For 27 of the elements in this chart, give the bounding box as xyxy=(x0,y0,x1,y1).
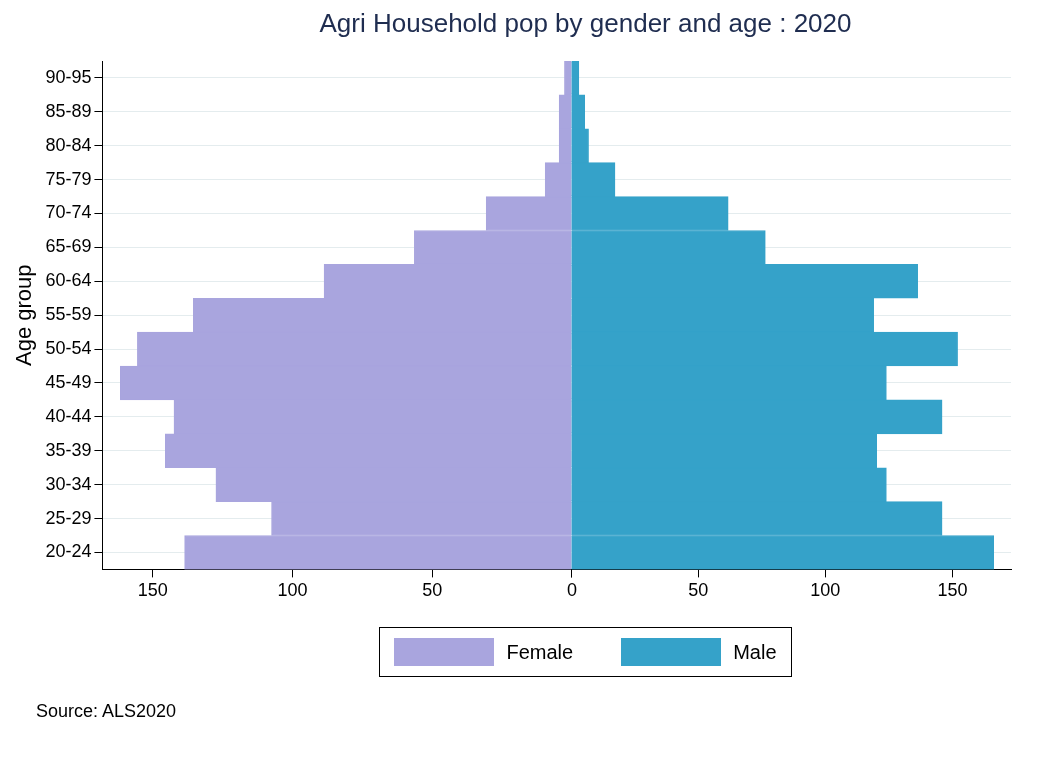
x-tick-label: 100 xyxy=(277,580,308,601)
y-tick-label: 45-49 xyxy=(45,371,92,392)
chart-title: Agri Household pop by gender and age : 2020 xyxy=(318,8,853,39)
y-tick-label: 90-95 xyxy=(45,66,92,87)
y-tick-label: 70-74 xyxy=(45,202,92,223)
legend-label: Male xyxy=(733,640,777,664)
x-tick-label: 100 xyxy=(810,580,841,601)
y-tick-label: 50-54 xyxy=(45,338,92,359)
legend-label: Female xyxy=(506,640,574,664)
y-tick-label: 75-79 xyxy=(45,168,92,189)
y-tick-label: 25-29 xyxy=(45,507,92,528)
y-tick-label: 40-44 xyxy=(45,405,92,426)
x-tick-label: 0 xyxy=(566,580,577,601)
y-tick-label: 55-59 xyxy=(45,304,92,325)
y-tick-label: 20-24 xyxy=(45,541,92,562)
source-note: Source: ALS2020 xyxy=(36,701,178,722)
y-tick-label: 35-39 xyxy=(45,439,92,460)
y-tick-label: 65-69 xyxy=(45,236,92,257)
y-tick-label: 85-89 xyxy=(45,100,92,121)
x-tick-label: 50 xyxy=(688,580,709,601)
x-tick-label: 50 xyxy=(422,580,443,601)
y-tick-label: 60-64 xyxy=(45,270,92,291)
y-tick-label: 30-34 xyxy=(45,473,92,494)
x-tick-label: 150 xyxy=(937,580,968,601)
x-tick-label: 150 xyxy=(137,580,168,601)
y-axis-title: Age group xyxy=(11,264,37,366)
y-tick-label: 80-84 xyxy=(45,134,92,155)
